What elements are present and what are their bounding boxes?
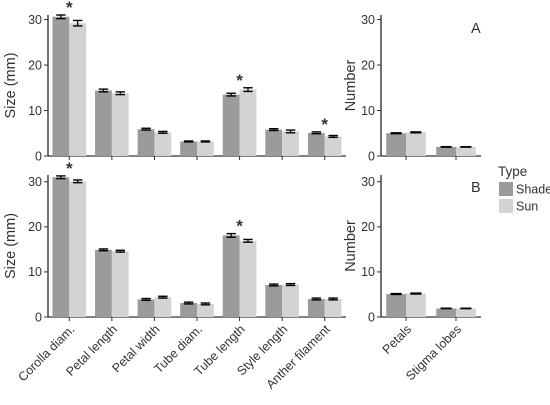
- bar-sun-tube-length: [239, 89, 257, 156]
- bar-sun-anther-filament: [324, 136, 342, 156]
- y-tick-label: 0: [368, 310, 375, 324]
- bar-sun-style-length: [282, 284, 299, 317]
- bar-shade-style-length: [265, 129, 283, 156]
- significance-star-tube-length: *: [236, 217, 243, 236]
- panel-top-right: 0 10 20 30 Number A: [343, 13, 481, 163]
- bar-shade-petals: [386, 294, 406, 317]
- bar-shade-corolla-diam: [52, 16, 70, 157]
- bar-sun-petal-width: [154, 132, 172, 156]
- y-tick-label: 10: [361, 104, 375, 118]
- y-tick-label: 30: [28, 13, 42, 27]
- bar-sun-petal-width: [154, 297, 172, 317]
- bar-sun-petal-length: [111, 93, 129, 156]
- bar-shade-petal-width: [137, 129, 155, 156]
- bar-sun-anther-filament: [324, 298, 342, 317]
- y-tick-label: 20: [28, 58, 42, 72]
- y-tick-label: 10: [28, 265, 42, 279]
- bar-shade-tube-length: [222, 94, 240, 156]
- bar-shade-tube-length: [222, 235, 240, 317]
- bar-sun-petal-length: [111, 251, 129, 317]
- y-axis-title: Number: [343, 220, 359, 272]
- bar-sun-tube-diam: [197, 141, 214, 156]
- legend-label-sun: Sun: [516, 200, 538, 214]
- bar-shade-petal-length: [95, 90, 112, 156]
- y-tick-label: 0: [35, 149, 42, 163]
- significance-star-anther-filament: *: [321, 115, 328, 134]
- bar-sun-stigma-lobes: [456, 146, 476, 156]
- bar-sun-tube-diam: [197, 303, 214, 317]
- bar-shade-petal-width: [137, 299, 155, 317]
- y-axis-title: Size (mm): [3, 52, 19, 118]
- x-tick-label-petals: Petals: [380, 322, 414, 356]
- bar-sun-style-length: [282, 131, 299, 156]
- y-tick-label: 10: [28, 104, 42, 118]
- bar-sun-corolla-diam: [69, 23, 87, 156]
- significance-star-corolla-diam: *: [66, 0, 73, 17]
- y-tick-label: 20: [361, 220, 375, 234]
- bar-sun-stigma-lobes: [456, 308, 476, 317]
- y-tick-label: 30: [361, 175, 375, 189]
- y-axis-title: Size (mm): [3, 213, 19, 279]
- significance-star-corolla-diam: *: [66, 159, 73, 178]
- y-tick-label: 0: [368, 149, 375, 163]
- bar-shade-petal-length: [95, 249, 112, 317]
- bar-shade-corolla-diam: [52, 177, 70, 317]
- bar-shade-anther-filament: [307, 298, 325, 317]
- chart-panels: 0 10 20 30 Size (mm) * * * 0 10 20 30 Number A 0 10 20 30…: [3, 0, 481, 392]
- legend-label-shade: Shade: [516, 183, 550, 197]
- bar-sun-corolla-diam: [69, 181, 87, 317]
- bar-sun-tube-length: [239, 240, 257, 317]
- legend: Type Shade Sun: [498, 164, 550, 214]
- bar-shade-anther-filament: [307, 132, 325, 156]
- y-tick-label: 10: [361, 265, 375, 279]
- legend-swatch-sun: [499, 199, 513, 213]
- bar-shade-stigma-lobes: [436, 146, 456, 156]
- bar-shade-tube-diam: [180, 303, 197, 317]
- y-tick-label: 30: [361, 13, 375, 27]
- panel-tag: A: [471, 21, 481, 37]
- bar-sun-petals: [406, 293, 426, 317]
- y-axis-title: Number: [343, 60, 359, 112]
- y-tick-label: 20: [361, 58, 375, 72]
- y-tick-label: 0: [35, 310, 42, 324]
- bar-shade-petals: [386, 133, 406, 156]
- panel-tag: B: [471, 180, 481, 196]
- bar-shade-tube-diam: [180, 141, 197, 156]
- significance-star-tube-length: *: [236, 71, 243, 90]
- legend-swatch-shade: [499, 182, 513, 196]
- y-tick-label: 30: [28, 175, 42, 189]
- legend-title: Type: [498, 164, 527, 179]
- bar-shade-style-length: [265, 284, 283, 317]
- bar-shade-stigma-lobes: [436, 308, 456, 317]
- panel-top-left: 0 10 20 30 Size (mm) * * *: [3, 0, 346, 163]
- bar-sun-petals: [406, 132, 426, 156]
- y-tick-label: 20: [28, 220, 42, 234]
